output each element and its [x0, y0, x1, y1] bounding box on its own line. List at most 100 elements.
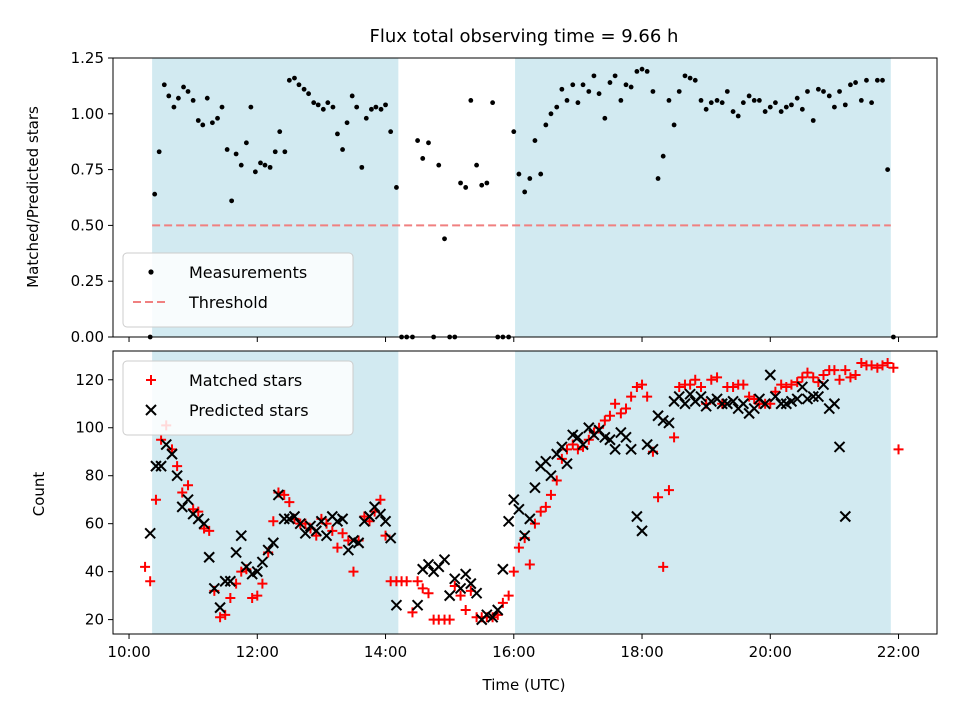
ratio-point-0-63: [458, 180, 463, 186]
counts-point-1-32: [315, 515, 328, 527]
ratio-point-0-12: [204, 95, 210, 101]
counts-point-1-118: [791, 393, 803, 405]
ratio-point-0-67: [479, 182, 485, 188]
counts-point-1-88: [631, 510, 643, 523]
counts-point-1-77: [572, 431, 584, 444]
counts-point-0-96: [653, 492, 664, 503]
counts-point-1-22: [262, 544, 274, 556]
ratio-point-0-64: [463, 185, 469, 190]
counts-point-0-97: [658, 561, 669, 572]
ratio-point-0-116: [740, 100, 746, 106]
ratio-point-0-87: [586, 89, 592, 94]
ratio-point-0-68: [484, 180, 490, 186]
ratio-point-0-89: [596, 91, 602, 97]
counts-point-1-10: [198, 517, 210, 530]
counts-point-0-6: [172, 461, 183, 472]
counts-point-0-27: [284, 497, 295, 508]
ratio-point-0-73: [511, 129, 517, 135]
counts-point-1-54: [449, 573, 461, 585]
ratio-point-0-26: [272, 149, 278, 155]
counts-point-1-93: [657, 414, 669, 427]
counts-point-1-28: [294, 517, 306, 530]
ratio-point-0-21: [248, 104, 254, 110]
ratio-point-0-28: [282, 149, 288, 155]
counts-point-0-91: [626, 391, 637, 402]
counts-point-0-129: [829, 365, 840, 376]
counts-point-0-16: [225, 593, 236, 604]
counts-point-1-57: [465, 577, 477, 590]
ratio-point-0-24: [262, 162, 268, 168]
ratio-point-0-71: [500, 334, 506, 340]
counts-point-1-105: [721, 398, 734, 410]
counts-point-1-91: [647, 443, 659, 456]
ratio-point-0-108: [698, 98, 704, 103]
ratio-point-0-99: [650, 89, 656, 94]
ratio-point-0-47: [373, 104, 379, 110]
counts-point-1-113: [764, 369, 776, 381]
counts-point-0-70: [513, 542, 524, 553]
counts-point-0-7: [177, 487, 188, 498]
ratio-point-0-92: [612, 73, 618, 79]
axes-frames: [112, 57, 938, 635]
ratio-point-0-33: [306, 91, 311, 97]
counts-point-0-14: [215, 612, 226, 623]
ratio-point-0-14: [215, 115, 220, 121]
ratio-point-0-123: [778, 109, 784, 114]
counts-point-1-56: [459, 568, 472, 580]
counts-point-1-44: [379, 515, 392, 527]
ratio-point-0-86: [580, 82, 586, 88]
counts-point-1-87: [625, 443, 637, 456]
ratio-point-0-143: [885, 167, 891, 173]
ratio-point-0-43: [354, 104, 360, 110]
ratio-point-0-96: [634, 68, 640, 74]
ratio-point-0-34: [311, 100, 317, 106]
ratio-point-0-2: [156, 149, 162, 155]
counts-point-0-20: [247, 593, 258, 604]
ratio-point-0-45: [363, 115, 369, 121]
counts-legend-marker-1: [145, 404, 157, 416]
counts-point-0-22: [257, 578, 268, 589]
counts-point-1-119: [796, 381, 809, 393]
ratio-ytick-label-5: 1.25: [71, 49, 104, 67]
counts-point-0-11: [199, 523, 210, 534]
counts-point-0-32: [311, 530, 322, 541]
ratio-point-0-104: [676, 89, 682, 94]
ratio-point-0-107: [692, 77, 698, 83]
counts-point-0-124: [802, 367, 813, 378]
counts-ytick-label-2: 60: [85, 515, 104, 533]
counts-point-0-68: [503, 590, 514, 601]
counts-point-0-140: [888, 362, 899, 373]
ratio-point-0-69: [490, 100, 496, 106]
counts-point-1-15: [224, 575, 237, 587]
ratio-point-0-94: [623, 82, 629, 88]
counts-point-1-66: [513, 503, 525, 515]
ratio-legend-label-0: Measurements: [189, 263, 307, 282]
counts-point-0-92: [631, 381, 642, 392]
ratio-point-0-75: [522, 189, 528, 195]
counts-point-0-26: [279, 489, 290, 500]
counts-point-0-69: [508, 566, 519, 577]
counts-point-0-75: [540, 501, 551, 512]
x-axis-label: Time (UTC): [482, 676, 566, 694]
counts-point-1-25: [278, 513, 290, 525]
ratio-point-0-48: [378, 106, 384, 112]
data-points: [140, 66, 904, 626]
counts-ytick-label-4: 100: [75, 419, 104, 437]
counts-point-0-50: [407, 607, 418, 618]
ratio-point-0-131: [821, 89, 826, 94]
ratio-point-0-49: [383, 102, 388, 108]
counts-point-0-113: [744, 391, 755, 402]
ratio-point-0-23: [258, 160, 263, 166]
counts-point-1-49: [422, 558, 435, 571]
counts-point-1-84: [609, 443, 621, 456]
counts-legend-box: [122, 360, 354, 436]
counts-point-0-107: [712, 372, 723, 383]
ratio-point-0-52: [399, 334, 404, 340]
counts-point-1-1: [150, 460, 162, 472]
counts-legend-label-0: Matched stars: [189, 371, 302, 390]
counts-point-1-122: [812, 390, 825, 403]
counts-point-0-74: [535, 506, 546, 517]
ratio-point-0-27: [277, 129, 283, 135]
ratio-point-0-118: [751, 98, 757, 103]
